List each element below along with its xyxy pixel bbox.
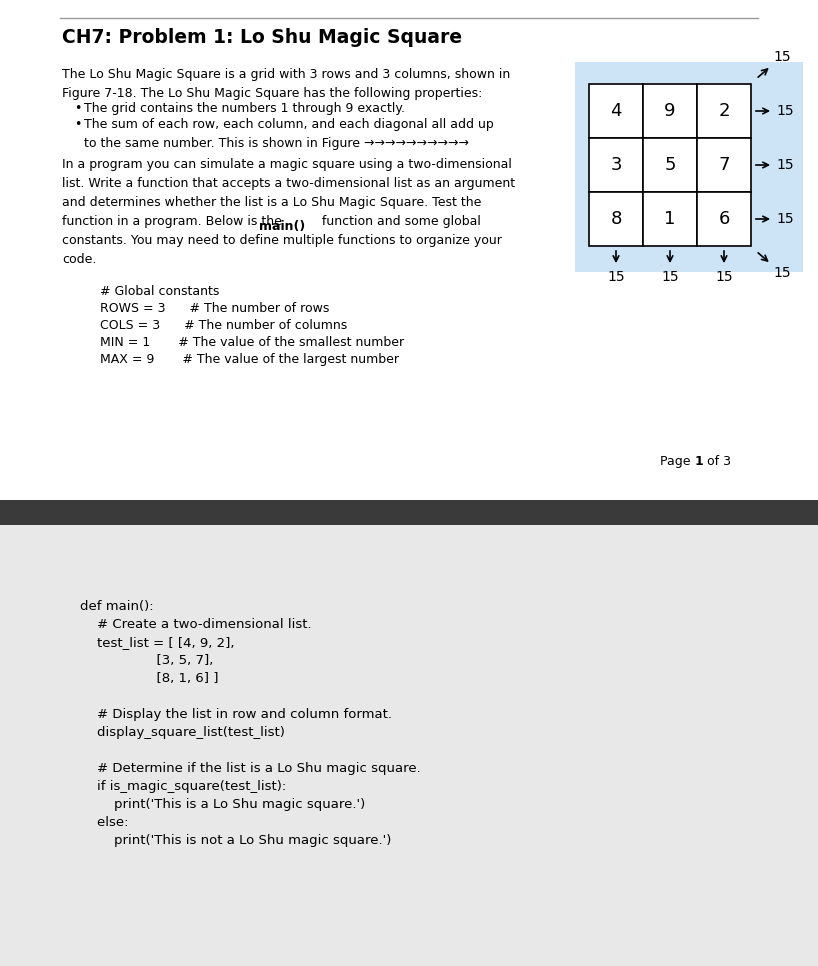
Text: 15: 15	[607, 270, 625, 284]
Bar	[643, 84, 697, 138]
Text: print('This is not a Lo Shu magic square.'): print('This is not a Lo Shu magic square…	[80, 834, 391, 847]
Text: 15: 15	[776, 104, 793, 118]
Text: 3: 3	[610, 156, 622, 174]
Bar	[589, 84, 643, 138]
Text: 15: 15	[773, 266, 791, 280]
Text: 9: 9	[664, 102, 676, 120]
Bar	[0, 525, 818, 966]
Text: 6: 6	[718, 210, 730, 228]
Text: 2: 2	[718, 102, 730, 120]
Text: Page: Page	[660, 455, 694, 468]
Text: The Lo Shu Magic Square is a grid with 3 rows and 3 columns, shown in
Figure 7-1: The Lo Shu Magic Square is a grid with 3…	[62, 68, 510, 100]
Text: •: •	[74, 118, 81, 131]
Text: print('This is a Lo Shu magic square.'): print('This is a Lo Shu magic square.')	[80, 798, 366, 811]
Text: # Create a two-dimensional list.: # Create a two-dimensional list.	[80, 618, 312, 631]
Text: COLS = 3      # The number of columns: COLS = 3 # The number of columns	[100, 319, 348, 332]
Text: 1: 1	[664, 210, 676, 228]
Bar	[0, 0, 818, 500]
Bar	[697, 84, 751, 138]
Text: ROWS = 3      # The number of rows: ROWS = 3 # The number of rows	[100, 302, 330, 315]
Text: 8: 8	[610, 210, 622, 228]
Text: In a program you can simulate a magic square using a two-dimensional
list. Write: In a program you can simulate a magic sq…	[62, 158, 515, 266]
Bar	[643, 192, 697, 246]
Text: # Global constants: # Global constants	[100, 285, 219, 298]
Text: main(): main()	[259, 220, 305, 233]
Bar	[575, 62, 803, 272]
Text: 15: 15	[776, 158, 793, 172]
Text: 15: 15	[661, 270, 679, 284]
Text: 5: 5	[664, 156, 676, 174]
Bar	[643, 138, 697, 192]
Text: MAX = 9       # The value of the largest number: MAX = 9 # The value of the largest numbe…	[100, 353, 399, 366]
Bar	[697, 192, 751, 246]
Text: CH7: Problem 1: Lo Shu Magic Square: CH7: Problem 1: Lo Shu Magic Square	[62, 28, 462, 47]
Text: MIN = 1       # The value of the smallest number: MIN = 1 # The value of the smallest numb…	[100, 336, 404, 349]
Text: else:: else:	[80, 816, 128, 829]
Text: The sum of each row, each column, and each diagonal all add up
to the same numbe: The sum of each row, each column, and ea…	[84, 118, 494, 150]
Text: # Display the list in row and column format.: # Display the list in row and column for…	[80, 708, 392, 721]
Bar	[0, 500, 818, 525]
Text: [3, 5, 7],: [3, 5, 7],	[80, 654, 213, 667]
Text: display_square_list(test_list): display_square_list(test_list)	[80, 726, 285, 739]
Text: 15: 15	[715, 270, 733, 284]
Text: 15: 15	[776, 212, 793, 226]
Text: •: •	[74, 102, 81, 115]
Text: def main():: def main():	[80, 600, 154, 613]
Bar	[589, 192, 643, 246]
Text: 7: 7	[718, 156, 730, 174]
Text: 1: 1	[695, 455, 703, 468]
Text: test_list = [ [4, 9, 2],: test_list = [ [4, 9, 2],	[80, 636, 235, 649]
Text: 15: 15	[773, 50, 791, 64]
Text: [8, 1, 6] ]: [8, 1, 6] ]	[80, 672, 218, 685]
Bar	[589, 138, 643, 192]
Text: 4: 4	[610, 102, 622, 120]
Text: if is_magic_square(test_list):: if is_magic_square(test_list):	[80, 780, 286, 793]
Text: The grid contains the numbers 1 through 9 exactly.: The grid contains the numbers 1 through …	[84, 102, 405, 115]
Text: # Determine if the list is a Lo Shu magic square.: # Determine if the list is a Lo Shu magi…	[80, 762, 420, 775]
Text: of 3: of 3	[703, 455, 731, 468]
Bar	[697, 138, 751, 192]
